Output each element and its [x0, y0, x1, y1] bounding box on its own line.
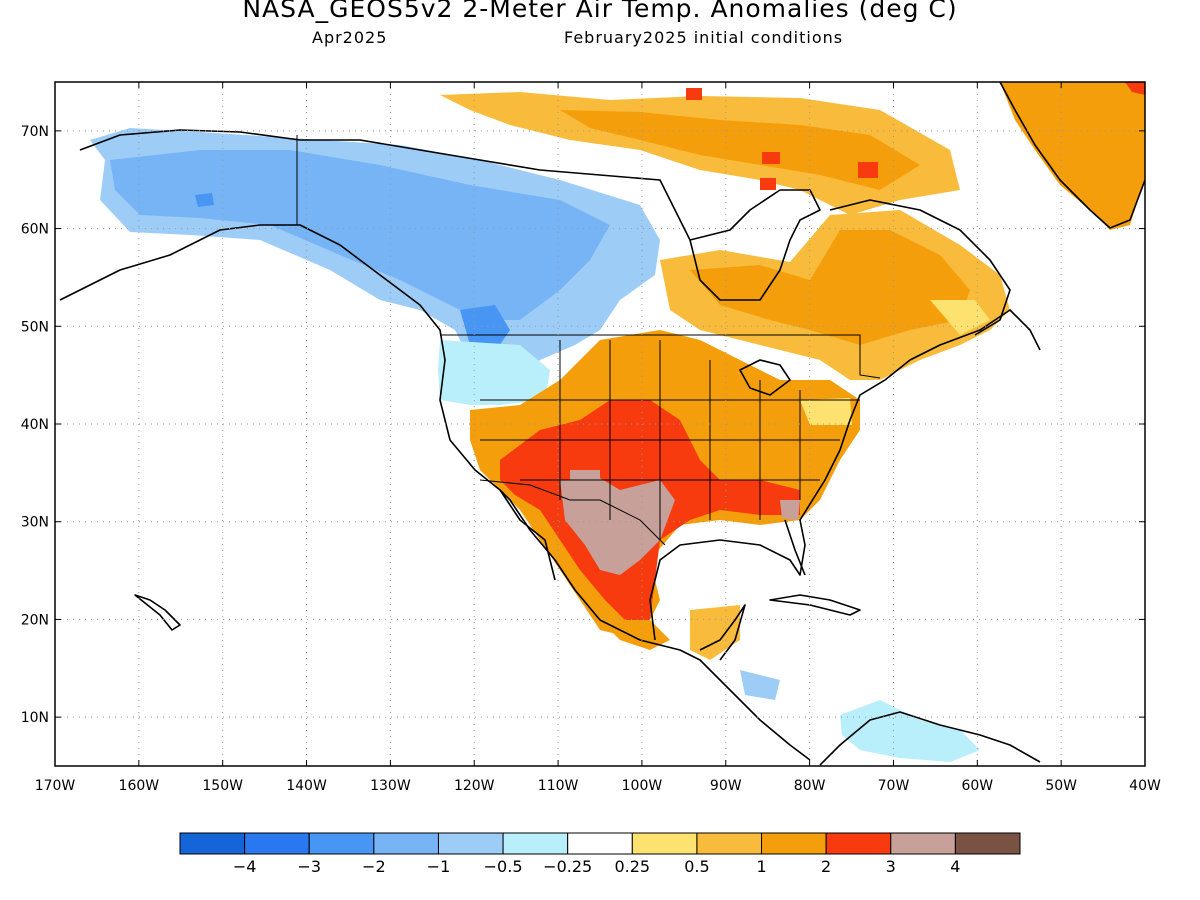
nw-cold-core [110, 150, 610, 320]
lat-tick-label: 20N [21, 612, 49, 628]
lat-tick-label: 50N [21, 319, 49, 335]
canada-us-border [440, 334, 881, 379]
colorbar-swatch [890, 832, 956, 855]
labrador-light-warm [930, 300, 990, 335]
arctic-warm-core [560, 110, 920, 190]
gulf-coast [649, 309, 1041, 641]
lat-tick-label: 60N [21, 222, 49, 238]
southeast-extreme [780, 500, 800, 520]
lon-tick-label: 170W [35, 778, 76, 794]
colorbar-swatch [631, 832, 698, 855]
colorbar-swatch [502, 832, 569, 855]
colorbar-label: 3 [886, 857, 896, 876]
south-america-cool [840, 700, 980, 762]
great-lakes [739, 359, 791, 396]
lon-tick-label: 40W [1129, 778, 1161, 794]
colorbar-swatch [567, 832, 633, 855]
colorbar-label: 0.5 [684, 857, 709, 876]
colorbar-swatch [437, 832, 504, 855]
forecast-month: Apr2025 [312, 28, 388, 47]
map-plot-area [59, 82, 1145, 766]
state-lines [480, 340, 860, 540]
initial-conditions: February2025 initial conditions [564, 28, 844, 47]
colorbar-swatch [308, 832, 375, 855]
lon-tick-label: 160W [119, 778, 160, 794]
colorbar-label: −2 [362, 857, 386, 876]
colorbar-label: 2 [821, 857, 831, 876]
lon-tick-label: 120W [454, 778, 495, 794]
colorbar-label: 1 [756, 857, 766, 876]
texas-extreme [560, 478, 675, 575]
lat-tick-label: 40N [21, 417, 49, 433]
lon-tick-label: 130W [370, 778, 411, 794]
colorbar-swatch [761, 832, 827, 855]
arctic-hot-3 [858, 162, 878, 178]
greenland-coast [999, 82, 1145, 229]
east-canada-core [690, 230, 970, 345]
colorbar-swatch [373, 832, 439, 855]
anomaly-shading-layer [90, 82, 1145, 762]
bc-cold-spot [460, 305, 510, 352]
hudson-bay-coast [689, 189, 821, 301]
lon-tick-label: 100W [622, 778, 663, 794]
colorbar-label: −4 [233, 857, 257, 876]
nw-us-cool [438, 340, 550, 405]
lon-tick-label: 140W [286, 778, 327, 794]
alaska-cold-spot [195, 193, 214, 207]
colorbar-label: −3 [297, 857, 321, 876]
colorbar-label: −0.5 [484, 857, 523, 876]
cuba-coast [769, 594, 861, 616]
lon-tick-label: 60W [961, 778, 993, 794]
arctic-hot-1 [686, 88, 702, 100]
greenland-hot-spot [1125, 82, 1145, 95]
lat-tick-label: 70N [21, 124, 49, 140]
arctic-hot-4 [760, 178, 776, 190]
lat-lon-grid [55, 82, 1145, 766]
colorbar-swatch [179, 832, 246, 855]
lon-tick-label: 80W [794, 778, 826, 794]
yucatan-coast [699, 604, 746, 661]
lon-tick-label: 50W [1045, 778, 1077, 794]
colorbar-label: 4 [950, 857, 960, 876]
lon-tick-label: 70W [878, 778, 910, 794]
state-borders [296, 135, 881, 546]
new-mexico-extreme [570, 470, 600, 495]
florida-coast [784, 519, 806, 576]
colorbar-label: −1 [427, 857, 451, 876]
coastline-layer [59, 82, 1145, 766]
colorbar-legend: −4 −3 −2 −1 −0.5 −0.25 0.25 0.5 1 2 3 4 [179, 832, 1021, 876]
us-mexico-border [479, 479, 666, 546]
lat-tick-label: 30N [21, 515, 49, 531]
lon-tick-label: 150W [202, 778, 243, 794]
northeast-light-warm [800, 398, 852, 425]
arctic-hot-2 [762, 152, 780, 164]
lon-tick-label: 90W [710, 778, 742, 794]
colorbar-swatch [825, 832, 892, 855]
lat-tick-label: 10N [21, 710, 49, 726]
latitude-axis: 10N 20N 30N 40N 50N 60N 70N [21, 124, 1145, 726]
south-america-coast [819, 711, 1041, 766]
colorbar-swatch [244, 832, 310, 855]
labrador-coast [829, 199, 1011, 336]
central-america-warm [690, 605, 740, 660]
greenland-warm-field [1000, 82, 1145, 230]
central-america-cool [740, 670, 780, 700]
west-mexico-coast [499, 489, 811, 761]
lon-tick-label: 110W [538, 778, 579, 794]
chart-title: NASA_GEOS5v2 2-Meter Air Temp. Anomalies… [242, 0, 958, 23]
alaska-north-coast [79, 129, 691, 241]
alaska-coastline [59, 224, 556, 581]
colorbar-label: −0.25 [543, 857, 592, 876]
hawaii-islands [134, 594, 181, 631]
colorbar-label: 0.25 [614, 857, 650, 876]
longitude-axis: 170W 160W 150W 140W 130W 120W 110W 100W 90W 80W 70… [35, 82, 1161, 794]
colorbar-swatch [954, 832, 1021, 855]
colorbar-swatch [696, 832, 763, 855]
